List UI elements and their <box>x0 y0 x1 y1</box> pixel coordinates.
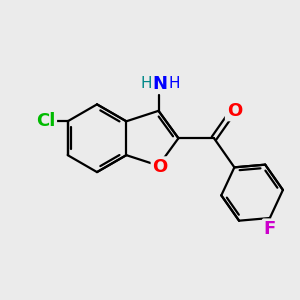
Text: O: O <box>152 158 168 176</box>
Text: H: H <box>140 76 152 91</box>
Text: O: O <box>226 101 242 119</box>
Text: H: H <box>168 76 180 91</box>
Text: N: N <box>152 75 167 93</box>
Text: F: F <box>264 220 276 238</box>
Text: Cl: Cl <box>36 112 55 130</box>
